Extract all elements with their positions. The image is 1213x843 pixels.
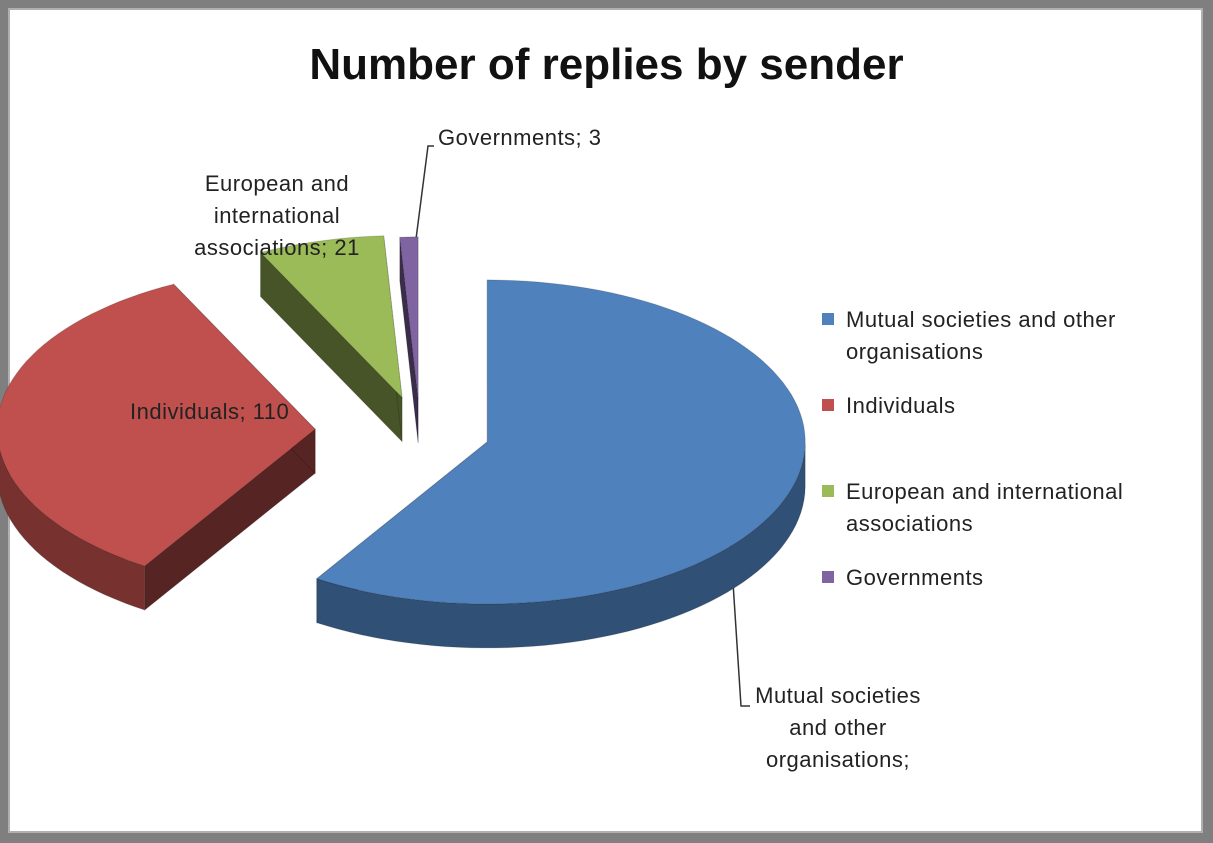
leader-line-governments [411,145,434,271]
legend-item-mutual-societies: Mutual societies and other organisations [818,304,1188,368]
chart-title: Number of replies by sender [309,40,904,89]
legend-swatch [822,571,834,583]
legend-label: European and international associations [846,479,1124,536]
legend-item-governments: Governments [818,562,1188,594]
pie-slice-european-associations [259,235,403,399]
data-label-mutual-societies: Mutual societies and other organisations… [755,683,921,772]
pie-slice-rim-mutual-societies-0 [316,442,806,649]
legend-label: Governments [846,565,984,590]
legend-swatch [822,485,834,497]
pie-slice-mutual-societies [315,279,806,605]
legend-item-individuals: Individuals [818,390,1188,422]
legend-swatch [822,399,834,411]
pie-slice-side-european-associations-0 [259,251,403,443]
legend-label: Mutual societies and other organisations [846,307,1116,364]
pie-slice-individuals [0,283,316,567]
pie-slice-rim-individuals-0 [0,448,146,611]
legend-label: Individuals [846,393,956,418]
data-label-individuals: Individuals; 110 [130,399,290,424]
data-label-european-associations: European and international associations;… [194,171,360,260]
data-label-governments: Governments; 3 [438,125,602,150]
legend-item-european-associations: European and international associations [818,476,1188,540]
pie-slice-side-governments-0 [399,237,419,443]
legend-swatch [822,313,834,325]
pie-slices [0,235,806,649]
pie-slice-governments [399,236,419,399]
